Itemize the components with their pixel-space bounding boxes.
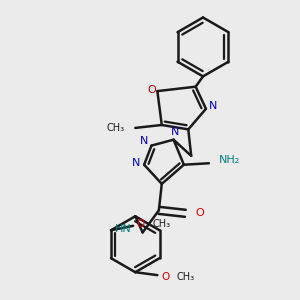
Text: CH₃: CH₃ — [176, 272, 195, 282]
Text: CH₃: CH₃ — [152, 219, 170, 229]
Text: N: N — [171, 127, 179, 137]
Text: O: O — [161, 272, 169, 282]
Text: CH₃: CH₃ — [107, 123, 125, 133]
Text: NH₂: NH₂ — [219, 155, 240, 165]
Text: O: O — [196, 208, 204, 218]
Text: HN: HN — [115, 224, 131, 235]
Text: O: O — [137, 219, 145, 229]
Text: N: N — [132, 158, 140, 168]
Text: N: N — [209, 101, 218, 111]
Text: N: N — [140, 136, 148, 146]
Text: O: O — [147, 85, 156, 94]
